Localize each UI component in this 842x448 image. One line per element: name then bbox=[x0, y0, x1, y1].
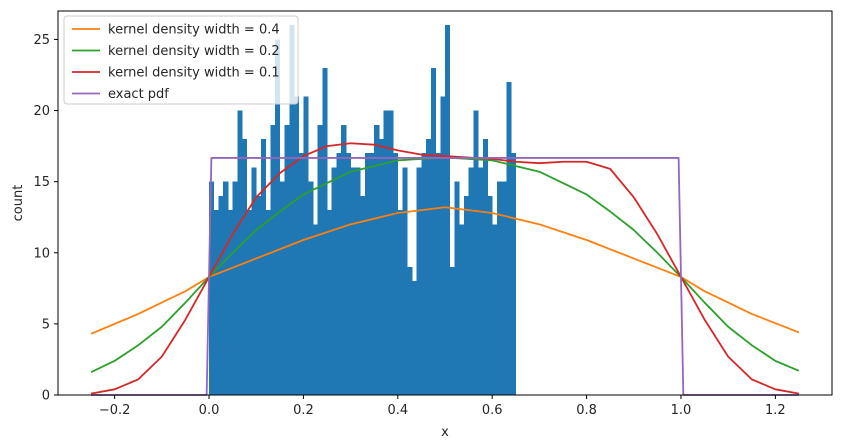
histogram-bar bbox=[378, 139, 385, 395]
histogram-bar bbox=[440, 96, 446, 395]
histogram-bar bbox=[209, 181, 215, 395]
histogram-bar bbox=[242, 139, 248, 395]
y-tick-label: 0 bbox=[42, 389, 50, 404]
histogram-bar bbox=[445, 25, 451, 395]
histogram-bar bbox=[449, 267, 455, 395]
histogram-bar bbox=[289, 25, 295, 395]
histogram-bar bbox=[393, 153, 399, 395]
histogram-bar bbox=[492, 224, 498, 395]
series-line-0 bbox=[90, 206, 800, 335]
x-tick-label: 0.8 bbox=[576, 403, 597, 418]
x-axis-label: x bbox=[441, 425, 449, 440]
y-tick-label: 15 bbox=[33, 175, 50, 190]
histogram-bar bbox=[416, 167, 422, 395]
histogram-bar bbox=[463, 195, 469, 395]
histogram-bar bbox=[232, 181, 238, 395]
histogram-bar bbox=[383, 110, 389, 396]
histogram-bar bbox=[223, 181, 229, 395]
legend-label: kernel density width = 0.1 bbox=[108, 66, 280, 81]
histogram-bar bbox=[237, 110, 243, 396]
y-axis-ticks: 0 5 10 15 20 25 bbox=[33, 33, 58, 404]
x-tick-label: 1.2 bbox=[765, 403, 786, 418]
histogram-bar bbox=[317, 124, 323, 396]
histogram-bar bbox=[407, 267, 413, 395]
histogram-bar bbox=[345, 153, 352, 395]
histogram-bar bbox=[430, 67, 436, 395]
histogram-bar bbox=[213, 210, 219, 395]
histogram-bar bbox=[265, 210, 271, 395]
histogram-bar bbox=[341, 124, 347, 396]
histogram-bar bbox=[496, 181, 503, 395]
histogram-bar bbox=[360, 195, 366, 395]
histogram-bars bbox=[209, 25, 517, 396]
histogram-bar bbox=[459, 224, 465, 395]
y-tick-label: 25 bbox=[33, 33, 50, 48]
histogram-bar bbox=[397, 210, 403, 395]
histogram-bar bbox=[279, 181, 285, 395]
histogram-bar bbox=[506, 82, 512, 395]
histogram-bar bbox=[350, 167, 356, 395]
histogram-bar bbox=[468, 167, 474, 395]
histogram-bar bbox=[270, 124, 276, 396]
histogram-bar bbox=[227, 210, 234, 395]
x-tick-label: 0.2 bbox=[293, 403, 314, 418]
x-axis-ticks: −0.2 0.0 0.2 0.4 0.6 0.8 1.0 1.2 bbox=[99, 395, 786, 418]
histogram-bar bbox=[260, 139, 267, 395]
histogram-bar bbox=[426, 139, 432, 395]
histogram-bar bbox=[411, 281, 418, 395]
histogram-bar bbox=[312, 224, 318, 395]
histogram-bar bbox=[421, 153, 427, 395]
histogram-bar bbox=[473, 110, 479, 396]
x-tick-label: 0.6 bbox=[482, 403, 503, 418]
legend-box bbox=[63, 15, 299, 105]
y-tick-label: 5 bbox=[42, 317, 50, 332]
histogram-bar bbox=[218, 195, 224, 395]
y-axis-label: count bbox=[11, 185, 26, 222]
histogram-bar bbox=[482, 139, 488, 395]
histogram-bar bbox=[298, 153, 304, 395]
histogram-bar bbox=[355, 167, 361, 395]
histogram-bar bbox=[478, 167, 484, 395]
histogram-bar bbox=[308, 181, 314, 395]
histogram-bar bbox=[336, 153, 342, 395]
histogram-bar bbox=[364, 153, 370, 395]
histogram-bar bbox=[256, 195, 262, 395]
x-tick-label: 0.0 bbox=[199, 403, 220, 418]
x-tick-label: −0.2 bbox=[99, 403, 131, 418]
histogram-bar bbox=[246, 210, 252, 395]
x-tick-label: 0.4 bbox=[387, 403, 408, 418]
histogram-bar bbox=[331, 167, 337, 395]
histogram-bar bbox=[369, 153, 375, 395]
histogram-bar bbox=[487, 195, 493, 395]
histogram-bar bbox=[501, 181, 507, 395]
plot-frame bbox=[57, 10, 833, 396]
histogram-bar bbox=[511, 153, 517, 395]
histogram-bar bbox=[388, 110, 394, 396]
y-tick-label: 10 bbox=[33, 246, 50, 261]
legend-label: kernel density width = 0.4 bbox=[108, 23, 280, 38]
histogram-bar bbox=[303, 96, 309, 395]
histogram-bar bbox=[374, 124, 380, 396]
histogram-bar bbox=[435, 153, 441, 395]
histogram-bar bbox=[251, 167, 257, 395]
histogram-bar bbox=[322, 67, 328, 395]
histogram-bar bbox=[275, 39, 281, 395]
histogram-bar bbox=[293, 96, 300, 395]
histogram-bar bbox=[284, 124, 290, 396]
histogram-bar bbox=[454, 181, 460, 395]
x-tick-label: 1.0 bbox=[671, 403, 692, 418]
legend: kernel density width = 0.4 kernel density… bbox=[63, 15, 299, 105]
legend-label: kernel density width = 0.2 bbox=[108, 44, 280, 59]
histogram-bar bbox=[402, 167, 408, 395]
legend-label: exact pdf bbox=[108, 87, 169, 102]
histogram-bar bbox=[327, 210, 333, 395]
y-tick-label: 20 bbox=[33, 104, 50, 119]
